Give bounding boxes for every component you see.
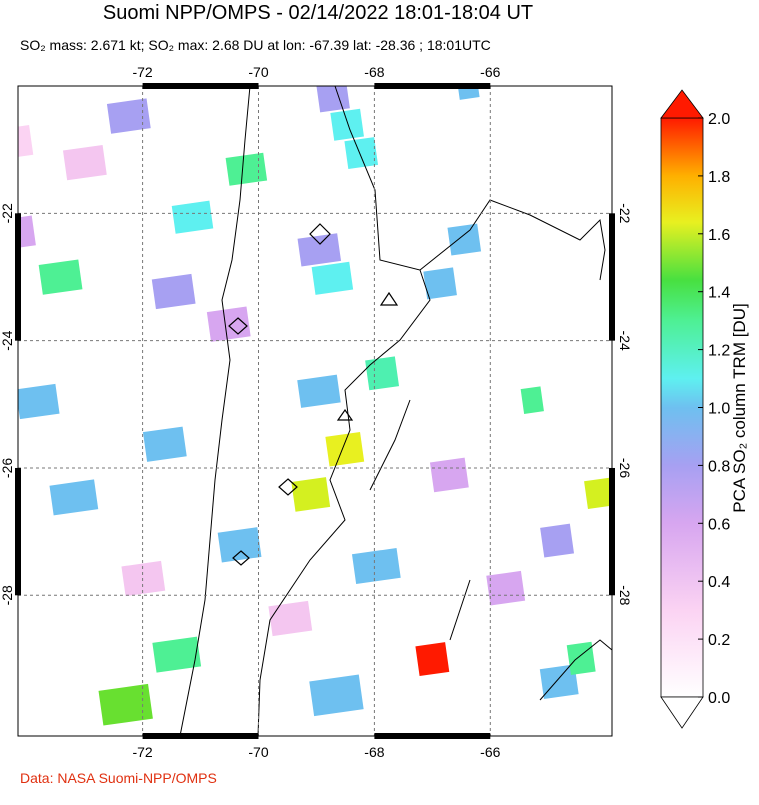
frame-bar <box>609 467 615 596</box>
title: Suomi NPP/OMPS - 02/14/2022 18:01-18:04 … <box>103 2 533 24</box>
y-tick-label-right: -22 <box>617 203 633 223</box>
colorbar-tick-label: 0.2 <box>708 632 730 649</box>
graticule <box>18 86 612 736</box>
colorbar-tick-label: 1.2 <box>708 343 730 360</box>
colorbar-tick-label: 1.8 <box>708 169 730 186</box>
colorbar-tick-label: 0.6 <box>708 516 730 533</box>
y-tick-label-right: -26 <box>617 458 633 478</box>
frame-bar <box>142 83 259 89</box>
frame-bar <box>142 733 259 739</box>
frame-bar <box>15 467 21 596</box>
y-tick-label-left: -24 <box>0 330 15 350</box>
colorbar-tick-label: 1.0 <box>708 401 730 418</box>
map-pixels <box>18 86 612 726</box>
x-tick-label-top: -70 <box>248 64 268 80</box>
frame-bar <box>374 83 491 89</box>
x-tick-label-top: -72 <box>132 64 152 80</box>
colorbar-tick-label: 0.4 <box>708 574 730 591</box>
coastlines <box>179 85 613 737</box>
volcano-markers <box>228 223 399 566</box>
x-tick-label-bottom: -66 <box>480 744 500 760</box>
colorbar-tick-label: 1.4 <box>708 285 730 302</box>
y-tick-label-left: -22 <box>0 203 15 223</box>
frame-bar <box>609 213 615 341</box>
credit: Data: NASA Suomi-NPP/OMPS <box>20 770 217 786</box>
colorbar-tick-label: 1.6 <box>708 227 730 244</box>
frame-bar <box>15 213 21 341</box>
map-frame <box>17 85 613 737</box>
colorbar-tick-label: 0.0 <box>708 690 730 707</box>
x-tick-label-top: -68 <box>364 64 384 80</box>
x-tick-label-bottom: -70 <box>248 744 268 760</box>
colorbar-tick-label: 2.0 <box>708 111 730 128</box>
frame-bar <box>374 733 491 739</box>
colorbar-min-arrow <box>660 696 704 729</box>
y-tick-label-left: -26 <box>0 458 15 478</box>
colorbar-max-arrow <box>660 89 704 119</box>
x-tick-label-bottom: -68 <box>364 744 384 760</box>
x-tick-label-bottom: -72 <box>132 744 152 760</box>
colorbar-label: PCA SO₂ column TRM [DU] <box>730 303 749 512</box>
colorbar <box>660 117 704 698</box>
subtitle: SO₂ mass: 2.671 kt; SO₂ max: 2.68 DU at … <box>20 37 491 53</box>
frame-bars <box>15 83 615 739</box>
y-tick-label-right: -28 <box>617 585 633 605</box>
y-tick-label-right: -24 <box>617 331 633 351</box>
x-tick-label-top: -66 <box>480 64 500 80</box>
y-tick-label-left: -28 <box>0 585 15 605</box>
colorbar-tick-label: 0.8 <box>708 458 730 475</box>
